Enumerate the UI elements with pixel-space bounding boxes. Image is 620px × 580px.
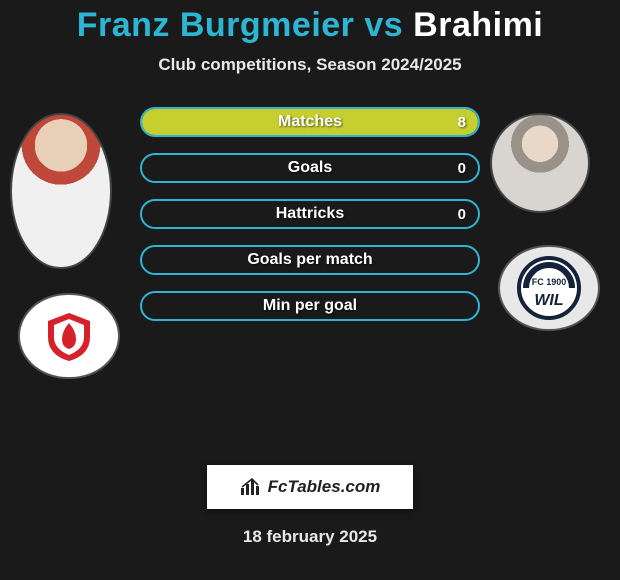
stat-row: 0Goals [140, 153, 480, 183]
stat-row: Min per goal [140, 291, 480, 321]
player2-avatar [490, 113, 590, 213]
page-title: Franz Burgmeier vs Brahimi [0, 0, 620, 45]
date-label: 18 february 2025 [0, 527, 620, 547]
subtitle: Club competitions, Season 2024/2025 [0, 55, 620, 75]
bar-chart-icon [240, 478, 262, 496]
bar-label: Min per goal [142, 293, 478, 319]
shield-icon [42, 309, 96, 363]
title-player2: Brahimi [413, 6, 543, 44]
title-vs: vs [364, 6, 403, 44]
bar-label: Goals [142, 155, 478, 181]
bar-label: Matches [142, 109, 478, 135]
svg-text:WIL: WIL [534, 292, 563, 309]
club-badge-icon: FC 1900 WIL [514, 253, 584, 323]
stat-row: 8Matches [140, 107, 480, 137]
bar-label: Goals per match [142, 247, 478, 273]
title-player1: Franz Burgmeier [77, 6, 355, 44]
stat-bars: 8Matches 0Goals 0Hattricks Goals per match M… [140, 107, 480, 337]
player1-avatar [10, 113, 112, 269]
comparison-grid: FC 1900 WIL 8Matches 0Goals 0Hattricks Goal… [0, 95, 620, 435]
player2-club-logo: FC 1900 WIL [498, 245, 600, 331]
svg-text:FC 1900: FC 1900 [532, 277, 567, 287]
player1-club-logo [18, 293, 120, 379]
stat-row: Goals per match [140, 245, 480, 275]
stat-row: 0Hattricks [140, 199, 480, 229]
bar-label: Hattricks [142, 201, 478, 227]
badge-text: FcTables.com [268, 477, 381, 497]
fctables-badge: FcTables.com [207, 465, 413, 509]
